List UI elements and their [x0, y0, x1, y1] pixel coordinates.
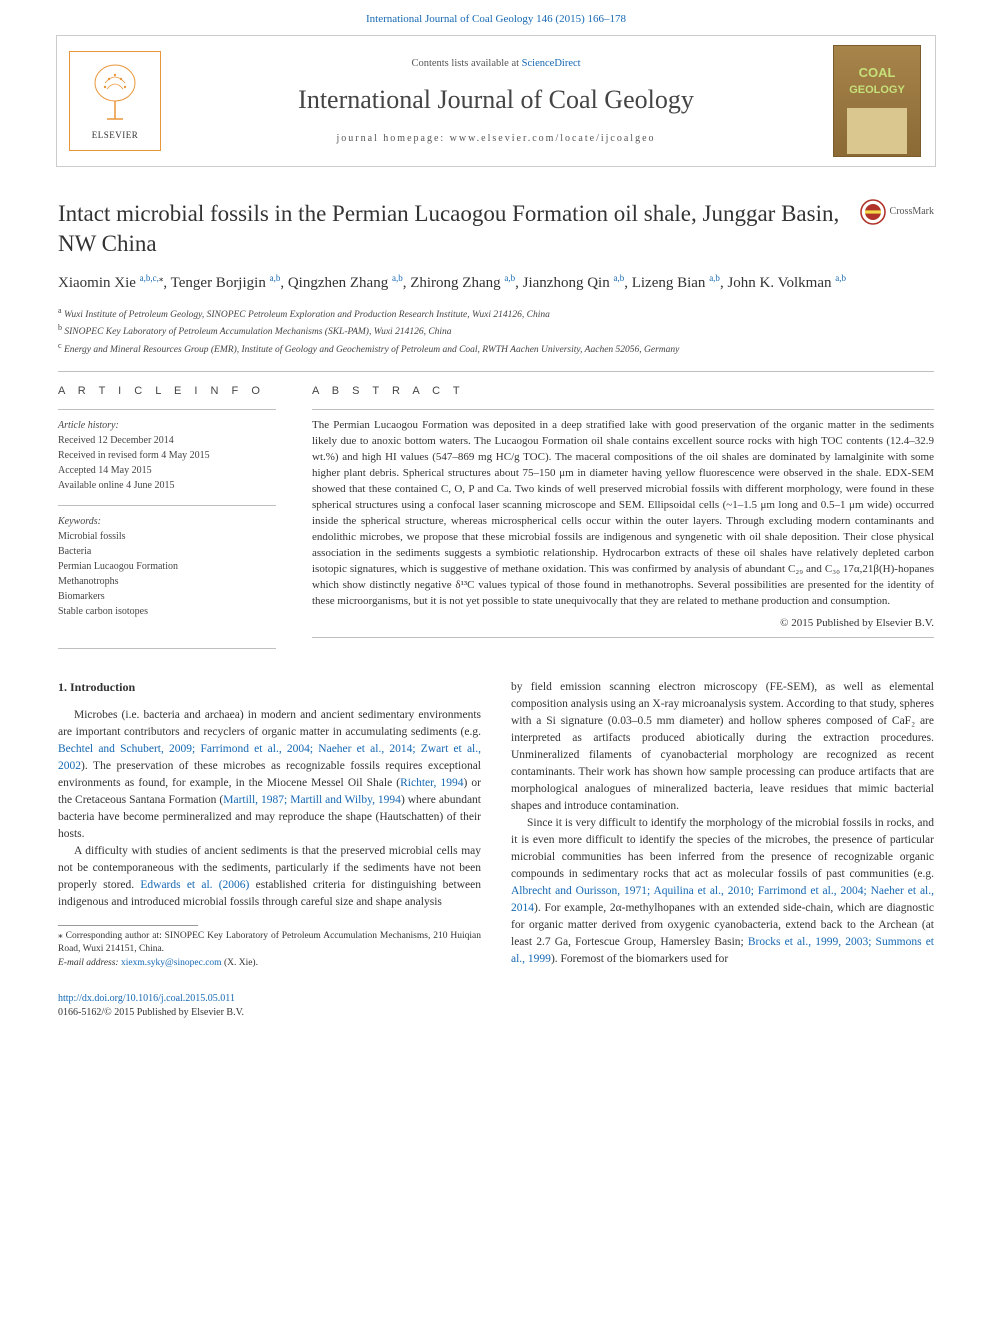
divider-kw	[58, 505, 276, 506]
author-7: , John K. Volkman	[720, 275, 835, 291]
cover-image-placeholder	[847, 108, 907, 154]
affil-b-text: SINOPEC Key Laboratory of Petroleum Accu…	[64, 327, 451, 337]
divider-info	[58, 409, 276, 410]
abstract-copyright: © 2015 Published by Elsevier B.V.	[312, 616, 934, 631]
keywords-heading: Keywords:	[58, 514, 276, 529]
author-1: Xiaomin Xie	[58, 275, 140, 291]
author-4: , Zhirong Zhang	[403, 275, 505, 291]
author-5: , Jianzhong Qin	[515, 275, 613, 291]
column-left: 1. Introduction Microbes (i.e. bacteria …	[58, 679, 481, 970]
journal-homepage: journal homepage: www.elsevier.com/locat…	[173, 132, 819, 146]
p4-seg-c: ). Foremost of the biomarkers used for	[551, 953, 728, 965]
corresponding-author-note: ⁎ Corresponding author at: SINOPEC Key L…	[58, 930, 481, 957]
keyword-1: Microbial fossils	[58, 529, 276, 544]
email-label: E-mail address:	[58, 958, 121, 968]
cover-word-2: GEOLOGY	[849, 83, 905, 98]
crossmark-icon	[860, 199, 886, 225]
intro-p4: Since it is very difficult to identify t…	[511, 815, 934, 968]
keyword-2: Bacteria	[58, 544, 276, 559]
author-6-affil[interactable]: a,b	[709, 273, 720, 283]
history-heading: Article history:	[58, 418, 276, 433]
journal-cover-thumbnail: COAL GEOLOGY	[833, 45, 921, 157]
email-who: (X. Xie).	[222, 958, 258, 968]
history-received: Received 12 December 2014	[58, 433, 276, 448]
running-header: International Journal of Coal Geology 14…	[0, 0, 992, 35]
author-list: Xiaomin Xie a,b,c,⁎, Tenger Borjigin a,b…	[58, 272, 934, 295]
page-footer: http://dx.doi.org/10.1016/j.coal.2015.05…	[58, 992, 934, 1020]
ref-link-3[interactable]: Martill, 1987; Martill and Wilby, 1994	[223, 794, 401, 806]
intro-p3: by field emission scanning electron micr…	[511, 679, 934, 815]
history-revised: Received in revised form 4 May 2015	[58, 448, 276, 463]
divider-abs	[312, 409, 934, 410]
author-3-affil[interactable]: a,b	[392, 273, 403, 283]
keyword-5: Biomarkers	[58, 589, 276, 604]
affiliations: a Wuxi Institute of Petroleum Geology, S…	[58, 305, 934, 357]
keywords-block: Keywords: Microbial fossils Bacteria Per…	[58, 514, 276, 619]
author-4-affil[interactable]: a,b	[504, 273, 515, 283]
sciencedirect-link[interactable]: ScienceDirect	[522, 58, 581, 69]
p4-seg-a: Since it is very difficult to identify t…	[511, 817, 934, 880]
affil-a-text: Wuxi Institute of Petroleum Geology, SIN…	[64, 310, 550, 320]
email-line: E-mail address: xiexm.syky@sinopec.com (…	[58, 957, 481, 970]
article-history: Article history: Received 12 December 20…	[58, 418, 276, 493]
running-header-link[interactable]: International Journal of Coal Geology 14…	[366, 13, 626, 25]
keyword-6: Stable carbon isotopes	[58, 604, 276, 619]
cover-word-1: COAL	[859, 64, 896, 82]
abstract-column: A B S T R A C T The Permian Lucaogou For…	[312, 372, 934, 638]
abstract-label: A B S T R A C T	[312, 372, 934, 409]
header-center: Contents lists available at ScienceDirec…	[173, 57, 819, 146]
author-5-affil[interactable]: a,b	[613, 273, 624, 283]
info-abstract-row: A R T I C L E I N F O Article history: R…	[58, 372, 934, 638]
history-accepted: Accepted 14 May 2015	[58, 463, 276, 478]
article-title: Intact microbial fossils in the Permian …	[58, 199, 846, 258]
author-7-affil[interactable]: a,b	[835, 273, 846, 283]
author-1-affil[interactable]: a,b,c,	[140, 273, 159, 283]
author-6: , Lizeng Bian	[624, 275, 709, 291]
ref-link-4[interactable]: Edwards et al. (2006)	[140, 879, 249, 891]
journal-header-box: ELSEVIER Contents lists available at Sci…	[56, 35, 936, 167]
elsevier-tree-icon	[87, 61, 143, 127]
footnote-rule	[58, 925, 198, 926]
journal-name: International Journal of Coal Geology	[173, 82, 819, 118]
abstract-text: The Permian Lucaogou Formation was depos…	[312, 418, 934, 609]
doi-link[interactable]: http://dx.doi.org/10.1016/j.coal.2015.05…	[58, 993, 235, 1004]
issn-line: 0166-5162/© 2015 Published by Elsevier B…	[58, 1006, 934, 1020]
elsevier-wordmark: ELSEVIER	[92, 129, 139, 142]
contents-prefix: Contents lists available at	[411, 58, 521, 69]
email-link[interactable]: xiexm.syky@sinopec.com	[121, 958, 222, 968]
author-2: , Tenger Borjigin	[163, 275, 269, 291]
p1-seg-a: Microbes (i.e. bacteria and archaea) in …	[58, 709, 481, 738]
section-heading-1: 1. Introduction	[58, 679, 481, 697]
article-body: Intact microbial fossils in the Permian …	[0, 199, 992, 1019]
affil-a: a Wuxi Institute of Petroleum Geology, S…	[58, 305, 934, 322]
affil-b: b SINOPEC Key Laboratory of Petroleum Ac…	[58, 322, 934, 339]
keyword-3: Permian Lucaogou Formation	[58, 559, 276, 574]
affil-c-text: Energy and Mineral Resources Group (EMR)…	[64, 345, 679, 355]
footnotes: ⁎ Corresponding author at: SINOPEC Key L…	[58, 930, 481, 970]
crossmark-label: CrossMark	[890, 205, 934, 219]
author-3: , Qingzhen Zhang	[280, 275, 392, 291]
contents-line: Contents lists available at ScienceDirec…	[173, 57, 819, 72]
ref-link-2[interactable]: Richter, 1994	[400, 777, 463, 789]
elsevier-logo: ELSEVIER	[69, 51, 161, 151]
affil-c: c Energy and Mineral Resources Group (EM…	[58, 340, 934, 357]
keyword-4: Methanotrophs	[58, 574, 276, 589]
article-info-label: A R T I C L E I N F O	[58, 372, 276, 409]
article-info-column: A R T I C L E I N F O Article history: R…	[58, 372, 276, 638]
divider-abs-bottom	[312, 637, 934, 638]
column-right: by field emission scanning electron micr…	[511, 679, 934, 970]
body-two-columns: 1. Introduction Microbes (i.e. bacteria …	[58, 679, 934, 970]
divider-info-bottom	[58, 648, 276, 649]
corr-text: Corresponding author at: SINOPEC Key Lab…	[58, 931, 481, 954]
title-row: Intact microbial fossils in the Permian …	[58, 199, 934, 258]
crossmark-badge[interactable]: CrossMark	[860, 199, 934, 225]
intro-p2: A difficulty with studies of ancient sed…	[58, 843, 481, 911]
intro-p1: Microbes (i.e. bacteria and archaea) in …	[58, 707, 481, 843]
author-2-affil[interactable]: a,b	[270, 273, 281, 283]
history-online: Available online 4 June 2015	[58, 478, 276, 493]
